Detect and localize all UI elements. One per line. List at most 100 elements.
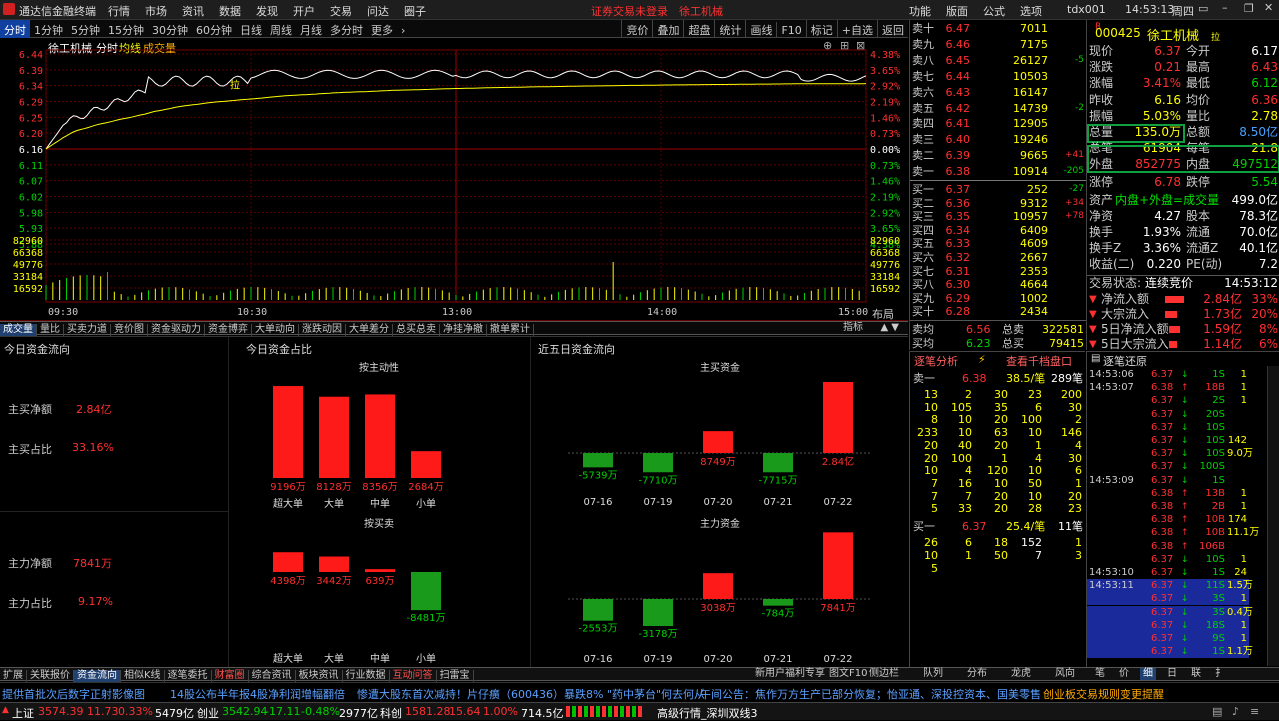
period-tab-60min[interactable]: 60分钟: [196, 24, 232, 37]
period-tab-month[interactable]: 月线: [300, 24, 322, 37]
f10-link[interactable]: 图文F10: [829, 668, 868, 679]
period-tab-5min[interactable]: 5分钟: [71, 24, 100, 37]
rtab-0[interactable]: 笔: [1095, 668, 1105, 679]
menu-kaihu[interactable]: 开户: [293, 5, 315, 18]
transaction-row[interactable]: 6.37 ↓ 20S: [1151, 408, 1225, 420]
ind-tab-2[interactable]: 买卖力道: [64, 324, 111, 336]
menu-gongshi[interactable]: 公式: [983, 5, 1005, 18]
transaction-row[interactable]: 14:53:09 6.37 ↓ 1S: [1089, 474, 1225, 486]
ind-tab-1[interactable]: 量比: [37, 324, 64, 336]
btab-wind[interactable]: 风向: [1055, 668, 1075, 679]
buy-level-row[interactable]: 买四 6.34 6409: [910, 223, 1086, 239]
server-name[interactable]: 高级行情_深圳双线3: [657, 707, 758, 720]
transaction-row[interactable]: 6.37 ↓ 18S 1: [1087, 618, 1249, 632]
tool-tongji[interactable]: 统计: [714, 20, 745, 40]
sound-icon[interactable]: ♪: [1232, 705, 1240, 718]
tray-lines-icon[interactable]: ≡: [1250, 705, 1260, 718]
rtab-2[interactable]: 细: [1140, 668, 1156, 680]
rtab-4[interactable]: 联: [1191, 668, 1201, 679]
menu-xuanxiang[interactable]: 选项: [1020, 5, 1042, 18]
buy-level-row[interactable]: 买九 6.29 1002: [910, 291, 1086, 307]
transaction-row[interactable]: 6.38 ↑ 106B: [1151, 540, 1225, 552]
btab-6[interactable]: 综合资讯: [249, 670, 296, 682]
btab-queue[interactable]: 队列: [923, 668, 943, 679]
transaction-row[interactable]: 6.37 ↓ 3S 0.4万: [1087, 605, 1253, 619]
buy-level-row[interactable]: 买二 6.36 9312 +34: [910, 196, 1086, 212]
tray-icon[interactable]: ▤: [1212, 705, 1223, 718]
ind-tab-10[interactable]: 净挂净撤: [440, 324, 487, 336]
news-2[interactable]: 惨遭大股东首次减持！片仔癀（600436）暴跌8% "药中茅台"何去何从: [357, 688, 706, 701]
maximize-icon[interactable]: ❐: [1244, 2, 1254, 15]
chevron-right-icon[interactable]: ›: [401, 24, 406, 37]
indicator-arrows-icon[interactable]: ▲ ▼: [880, 322, 899, 333]
close-icon[interactable]: ✕: [1264, 1, 1274, 14]
btab-10[interactable]: 扫雷宝: [437, 670, 474, 682]
transaction-row[interactable]: 6.37 ↓ 9S 1: [1087, 632, 1249, 645]
rtab-3[interactable]: 日: [1167, 668, 1177, 679]
ind-tab-7[interactable]: 涨跌动因: [299, 324, 346, 336]
transaction-row[interactable]: 6.37 ↓ 3S 1: [1087, 592, 1249, 606]
btab-4[interactable]: 逐笔委托: [165, 670, 212, 682]
transaction-row[interactable]: 6.38 ↑ 2B 1: [1151, 501, 1247, 512]
btab-lhb[interactable]: 龙虎: [1011, 668, 1031, 679]
ind-tab-6[interactable]: 大单动向: [252, 324, 299, 336]
sh-label[interactable]: 上证: [12, 707, 34, 720]
ind-tab-11[interactable]: 撤单累计: [487, 324, 534, 336]
transaction-row[interactable]: 14:53:07 6.38 ↑ 18B 1: [1089, 382, 1247, 394]
menu-shichang[interactable]: 市场: [145, 5, 167, 18]
tool-jingjia[interactable]: 竞价: [621, 20, 652, 40]
btab-9[interactable]: 互动问答: [390, 670, 437, 682]
menu-zixun[interactable]: 资讯: [182, 5, 204, 18]
transaction-row[interactable]: 6.37 ↓ 10S 142: [1151, 435, 1247, 446]
scrollbar[interactable]: [1267, 366, 1279, 666]
ind-tab-9[interactable]: 总买总卖: [393, 324, 440, 336]
transaction-row[interactable]: 6.38 ↑ 13B 1: [1151, 487, 1247, 499]
period-tab-day[interactable]: 日线: [240, 24, 262, 37]
sell-level-row[interactable]: 卖九 6.46 7175: [910, 37, 1086, 53]
tool-chaopan[interactable]: 超盘: [683, 20, 714, 40]
menu-wenda[interactable]: 问达: [367, 5, 389, 18]
btab-5[interactable]: 财富圈: [212, 670, 249, 682]
rtab-1[interactable]: 价: [1119, 668, 1129, 679]
btab-3[interactable]: 相似K线: [121, 670, 165, 682]
menu-jiaoyi[interactable]: 交易: [330, 5, 352, 18]
sell-level-row[interactable]: 卖七 6.44 10503: [910, 69, 1086, 85]
transaction-row[interactable]: 6.38 ↑ 10B 174: [1151, 514, 1247, 526]
sell-level-row[interactable]: 卖三 6.40 19246: [910, 132, 1086, 148]
new-user-benefit[interactable]: 新用户福利专享: [755, 668, 825, 679]
menu-hangqing[interactable]: 行情: [108, 5, 130, 18]
news-1[interactable]: 14股公布半年报4股净利润增幅翻倍: [170, 688, 345, 701]
transaction-row[interactable]: 6.37 ↓ 2S 1: [1151, 395, 1247, 407]
period-tab-multi[interactable]: 多分时: [330, 24, 363, 37]
tool-diejia[interactable]: 叠加: [652, 20, 683, 40]
period-tab-30min[interactable]: 30分钟: [152, 24, 188, 37]
sidebar-toggle[interactable]: 侧边栏: [869, 668, 899, 679]
trade-login-warning[interactable]: 证券交易未登录: [591, 5, 668, 18]
transaction-row[interactable]: 14:53:06 6.37 ↓ 1S 1: [1089, 369, 1247, 380]
tool-zixuan[interactable]: +自选: [836, 20, 877, 40]
ind-tab-5[interactable]: 资金博弈: [205, 324, 252, 336]
sell-level-row[interactable]: 卖二 6.39 9665 +41: [910, 148, 1086, 164]
menu-quanzi[interactable]: 圈子: [404, 5, 426, 18]
buy-level-row[interactable]: 买一 6.37 252 -27: [910, 182, 1086, 198]
transaction-row[interactable]: 6.37 ↓ 100S: [1151, 461, 1225, 473]
rtab-5[interactable]: 扌: [1215, 668, 1225, 679]
btab-1[interactable]: 关联报价: [27, 670, 74, 682]
tool-f10[interactable]: F10: [776, 22, 805, 39]
buy-level-row[interactable]: 买八 6.30 4664: [910, 277, 1086, 293]
transaction-row[interactable]: 6.37 ↓ 1S 1.1万: [1087, 645, 1253, 659]
btab-8[interactable]: 行业数据: [343, 670, 390, 682]
sell-level-row[interactable]: 卖八 6.45 26127 -5: [910, 53, 1086, 69]
zoom-in-icon[interactable]: ⊕: [823, 39, 833, 52]
buy-level-row[interactable]: 买五 6.33 4609: [910, 236, 1086, 252]
ind-tab-8[interactable]: 大单差分: [346, 324, 393, 336]
buy-level-row[interactable]: 买十 6.28 2434: [910, 304, 1086, 320]
period-tab-fenshi[interactable]: 分时: [0, 20, 30, 40]
kc-label[interactable]: 科创: [380, 707, 402, 720]
period-tab-1min[interactable]: 1分钟: [34, 24, 63, 37]
menu-gongneng[interactable]: 功能: [909, 5, 931, 18]
intraday-chart[interactable]: 徐工机械 分时 均线 成交量 ⊕ ⊞ ⊠ 6.44 4.38% 6.39 3.65% 6…: [0, 38, 908, 321]
sell-level-row[interactable]: 卖五 6.42 14739 -2: [910, 101, 1086, 117]
sell-level-row[interactable]: 卖一 6.38 10914 -205: [910, 164, 1086, 180]
btab-dist[interactable]: 分布: [967, 668, 987, 679]
